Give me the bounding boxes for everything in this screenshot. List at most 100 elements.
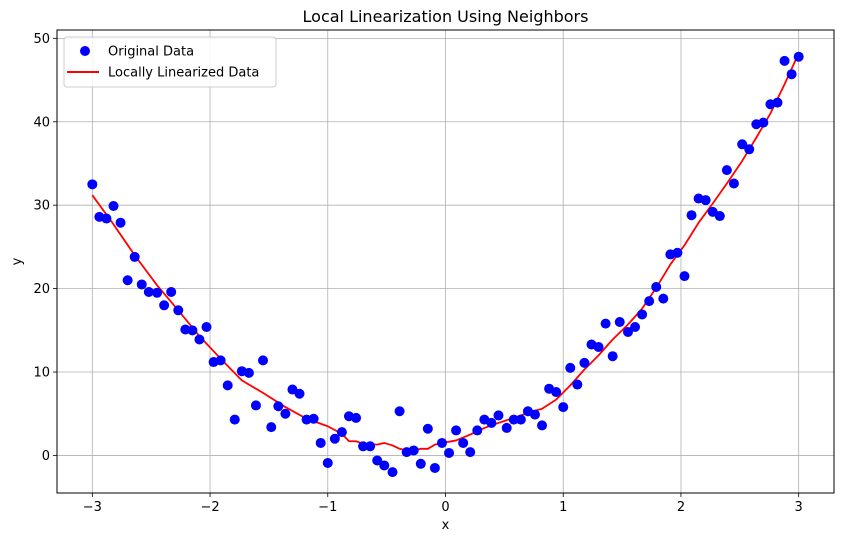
data-point	[322, 457, 333, 468]
data-point	[644, 296, 655, 307]
data-point	[379, 460, 390, 471]
data-point	[607, 351, 618, 362]
data-point	[159, 300, 170, 311]
data-point	[444, 447, 455, 458]
y-axis: 0 10 20 30 40 50	[33, 32, 57, 464]
data-point	[266, 422, 277, 433]
legend-box	[63, 36, 277, 88]
data-point	[215, 355, 226, 366]
scatter-series-group	[87, 51, 804, 478]
data-point	[387, 467, 398, 478]
data-point	[122, 275, 133, 286]
data-point	[458, 437, 469, 448]
data-point	[358, 441, 369, 452]
data-point	[294, 388, 305, 399]
data-point	[622, 326, 633, 337]
legend-label-locally-linearized-data: Locally Linearized Data	[108, 66, 259, 81]
data-point	[772, 97, 783, 108]
data-point	[394, 406, 405, 417]
x-tick-label: 3	[795, 500, 803, 515]
data-point	[501, 422, 512, 433]
data-point	[365, 441, 376, 452]
x-tick-label: 1	[559, 500, 567, 515]
data-point	[229, 414, 240, 425]
data-point	[415, 458, 426, 469]
data-point	[315, 437, 326, 448]
data-point	[637, 309, 648, 320]
data-point	[429, 462, 440, 473]
data-point	[572, 379, 583, 390]
data-point	[152, 287, 163, 298]
data-point	[600, 318, 611, 329]
data-point	[87, 179, 98, 190]
data-point	[658, 293, 669, 304]
data-point	[351, 412, 362, 423]
y-tick-label: 0	[42, 449, 50, 464]
data-point	[686, 210, 697, 221]
data-point	[258, 355, 269, 366]
y-tick-label: 50	[33, 32, 50, 47]
data-point	[744, 144, 755, 155]
x-tick-label: −2	[200, 500, 219, 515]
data-point	[515, 414, 526, 425]
data-point	[672, 247, 683, 258]
data-point	[737, 139, 748, 150]
data-point	[166, 286, 177, 297]
data-point	[108, 201, 119, 212]
data-point	[465, 447, 476, 458]
data-point	[336, 427, 347, 438]
data-point	[758, 117, 769, 128]
data-point	[422, 423, 433, 434]
data-point	[779, 55, 790, 66]
data-point	[273, 401, 284, 412]
data-point	[472, 425, 483, 436]
data-point	[194, 334, 205, 345]
grid	[57, 30, 834, 493]
data-point	[529, 409, 540, 420]
data-point	[486, 417, 497, 428]
y-tick-label: 10	[33, 366, 50, 381]
x-tick-label: −1	[318, 500, 337, 515]
data-point	[579, 357, 590, 368]
legend: Original Data Locally Linearized Data	[63, 36, 277, 88]
data-point	[593, 342, 604, 353]
x-axis-label: x	[442, 518, 450, 533]
data-point	[280, 408, 291, 419]
data-point	[700, 195, 711, 206]
data-point	[714, 211, 725, 222]
data-point	[651, 281, 662, 292]
data-point	[173, 305, 184, 316]
data-point	[308, 413, 319, 424]
data-point	[679, 271, 690, 282]
data-point	[129, 251, 140, 262]
data-point	[614, 316, 625, 327]
legend-label-original-data: Original Data	[108, 45, 194, 60]
data-point	[630, 321, 641, 332]
data-point	[537, 420, 548, 431]
data-point	[408, 445, 419, 456]
x-tick-label: −3	[83, 500, 102, 515]
data-point	[451, 425, 462, 436]
data-point	[493, 410, 504, 421]
data-point	[372, 455, 383, 466]
data-point	[136, 279, 147, 290]
data-point	[565, 362, 576, 373]
data-point	[201, 321, 212, 332]
y-tick-label: 20	[33, 282, 50, 297]
data-point	[551, 387, 562, 398]
data-point	[222, 380, 233, 391]
x-tick-label: 2	[677, 500, 685, 515]
data-point	[786, 69, 797, 80]
data-point	[250, 400, 261, 411]
y-tick-label: 30	[33, 199, 50, 214]
x-axis: −3 −2 −1 0 1 2 3	[83, 493, 803, 515]
data-point	[101, 213, 112, 224]
data-point	[329, 433, 340, 444]
data-point	[436, 437, 447, 448]
data-point	[143, 286, 154, 297]
x-tick-label: 0	[441, 500, 449, 515]
chart-title: Local Linearization Using Neighbors	[303, 7, 589, 26]
data-point	[115, 217, 126, 228]
data-point	[728, 178, 739, 189]
